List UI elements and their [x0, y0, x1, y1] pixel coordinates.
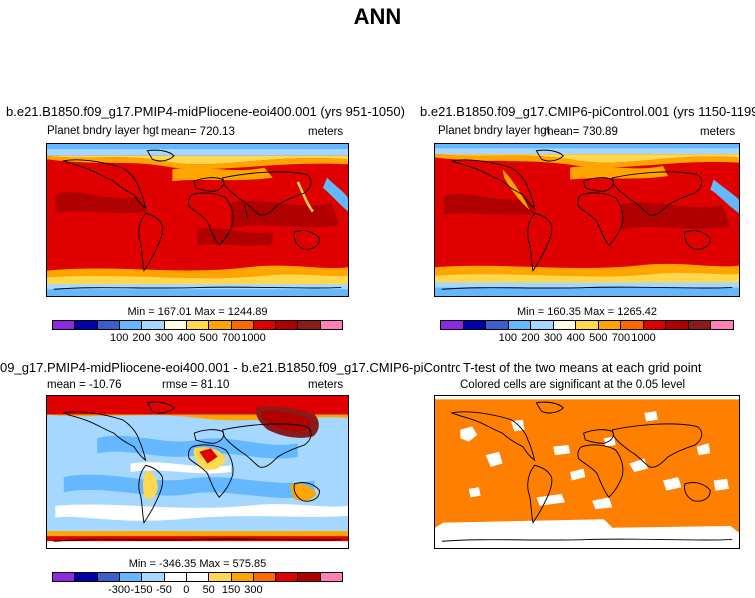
- colorbar-cell: [75, 321, 98, 329]
- panel-tr-field: Planet bndry layer hgt: [438, 125, 550, 137]
- panel-bl-minmax: Min = -346.35 Max = 575.85: [128, 558, 267, 570]
- panel-bl-units: meters: [308, 379, 344, 391]
- colorbar-cell: [276, 573, 299, 581]
- map-bl: [46, 395, 349, 549]
- panel-tr-title: b.e21.B1850.f09_g17.CMIP6-piControl.001 …: [420, 104, 755, 119]
- colorbar-tick-label: 150: [221, 584, 241, 596]
- colorbar-tr-ticks: 100 200 300 400 500 700 1000: [440, 332, 734, 346]
- colorbar-tick-label: 200: [521, 332, 540, 344]
- colorbar-bl: [52, 572, 343, 582]
- colorbar-cell: [53, 573, 76, 581]
- panel-tl-minmax: Min = 167.01 Max = 1244.89: [127, 306, 268, 318]
- map-tr-svg: [435, 144, 739, 296]
- colorbar-tick-label: -50: [155, 584, 172, 596]
- colorbar-cell: [298, 573, 321, 581]
- colorbar-cell: [320, 573, 343, 581]
- panel-tl-mean: mean= 720.13: [161, 126, 235, 138]
- panel-bl-rmse: rmse = 81.10: [162, 379, 230, 391]
- colorbar-tick-label: -150: [130, 584, 153, 596]
- colorbar-tr: [440, 320, 734, 330]
- colorbar-cell: [231, 321, 254, 329]
- colorbar-tick-label: 300: [543, 332, 563, 344]
- colorbar-cell: [209, 573, 232, 581]
- map-tr: [434, 143, 740, 297]
- colorbar-cell: [75, 573, 98, 581]
- colorbar-tick-label: 100: [109, 332, 129, 344]
- colorbar-cell: [253, 573, 277, 581]
- colorbar-cell: [164, 321, 187, 329]
- colorbar-cell: [320, 321, 343, 329]
- panel-bl-mean: mean = -10.76: [47, 379, 122, 391]
- colorbar-tick-label: 300: [154, 332, 174, 344]
- panel-tr-units: meters: [700, 126, 736, 138]
- colorbar-cell: [621, 321, 644, 329]
- panel-tl-field: Planet bndry layer hgt: [47, 125, 159, 137]
- panel-br-subtitle: Colored cells are significant at the 0.0…: [460, 379, 686, 391]
- colorbar-cell: [463, 321, 487, 329]
- colorbar-cell: [508, 321, 532, 329]
- colorbar-cell: [711, 321, 733, 329]
- colorbar-tick-label: 500: [199, 332, 218, 344]
- colorbar-cell: [666, 321, 689, 329]
- colorbar-cell: [164, 573, 187, 581]
- colorbar-cell: [276, 321, 299, 329]
- colorbar-tick-label: 1000: [241, 332, 266, 344]
- colorbar-tick-label: 400: [566, 332, 585, 344]
- colorbar-tl: [52, 320, 343, 330]
- colorbar-cell: [253, 321, 277, 329]
- map-br: [434, 395, 740, 549]
- colorbar-cell: [119, 573, 143, 581]
- colorbar-cell: [119, 321, 143, 329]
- colorbar-tick-label: 100: [498, 332, 518, 344]
- colorbar-cell: [576, 321, 599, 329]
- colorbar-cell: [441, 321, 464, 329]
- panel-tl-units: meters: [308, 126, 344, 138]
- colorbar-tick-label: 0: [183, 584, 190, 596]
- colorbar-cell: [486, 321, 509, 329]
- colorbar-cell: [209, 321, 232, 329]
- panel-tl-title: b.e21.B1850.f09_g17.PMIP4-midPliocene-eo…: [6, 104, 405, 119]
- colorbar-tick-label: 300: [244, 584, 263, 596]
- map-br-svg: [435, 396, 739, 548]
- colorbar-cell: [553, 321, 577, 329]
- colorbar-cell: [142, 573, 165, 581]
- colorbar-cell: [142, 321, 165, 329]
- colorbar-tick-label: 700: [611, 332, 631, 344]
- colorbar-cell: [97, 321, 120, 329]
- colorbar-tick-label: 50: [202, 584, 215, 596]
- colorbar-tick-label: 1000: [631, 332, 656, 344]
- colorbar-tick-label: 400: [177, 332, 196, 344]
- map-tl-svg: [47, 144, 348, 296]
- colorbar-tl-ticks: 100 200 300 400 500 700 1000: [52, 332, 343, 346]
- colorbar-tick-label: 700: [221, 332, 241, 344]
- colorbar-cell: [531, 321, 554, 329]
- colorbar-cell: [688, 321, 712, 329]
- colorbar-cell: [298, 321, 321, 329]
- colorbar-tick-label: -300: [108, 584, 131, 596]
- colorbar-bl-ticks: -300 -150 -50 0 50 150 300: [52, 584, 343, 598]
- panel-br-title: T-test of the two means at each grid poi…: [463, 360, 702, 375]
- colorbar-cell: [186, 321, 210, 329]
- map-bl-svg: [47, 396, 348, 548]
- colorbar-cell: [643, 321, 667, 329]
- colorbar-tick-label: 200: [132, 332, 151, 344]
- figure-title: ANN: [353, 4, 402, 29]
- colorbar-cell: [231, 573, 254, 581]
- panel-tr-mean: mean= 730.89: [544, 126, 618, 138]
- colorbar-tick-label: 500: [589, 332, 608, 344]
- panel-bl-title: 09_g17.PMIP4-midPliocene-eoi400.001 - b.…: [0, 360, 460, 375]
- colorbar-cell: [97, 573, 120, 581]
- panel-tr-minmax: Min = 160.35 Max = 1265.42: [516, 306, 658, 318]
- map-tl: [46, 143, 349, 297]
- colorbar-cell: [53, 321, 76, 329]
- colorbar-cell: [598, 321, 622, 329]
- colorbar-cell: [186, 573, 210, 581]
